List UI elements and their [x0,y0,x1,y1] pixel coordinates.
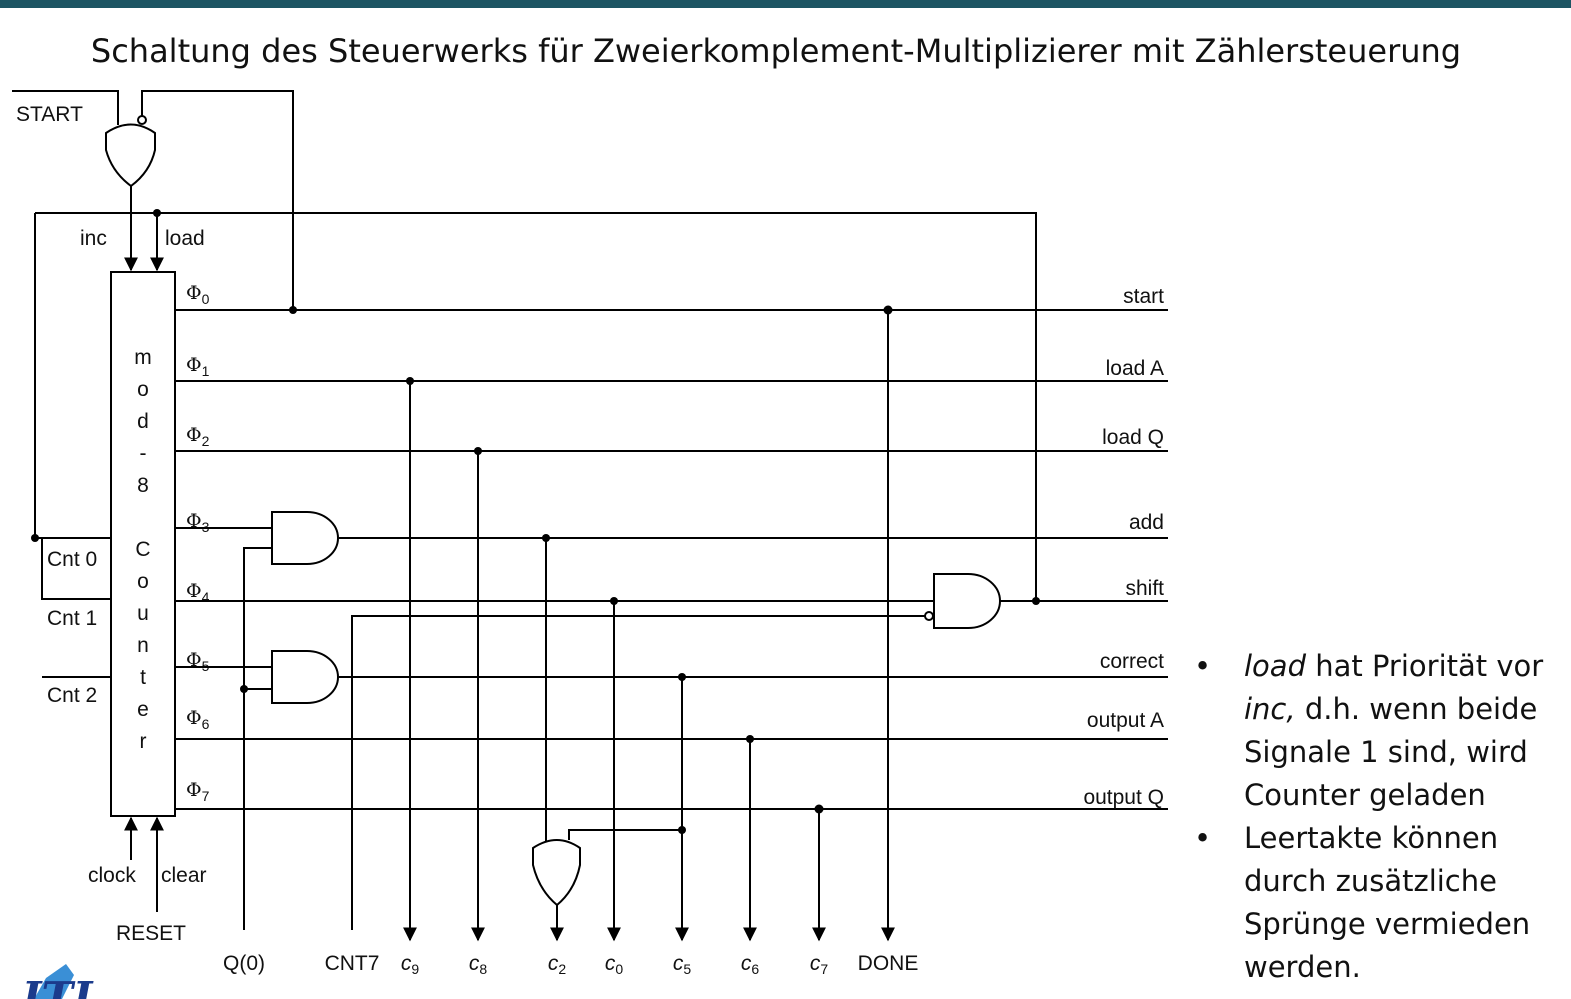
counter-char: o [137,378,149,401]
bullet-dot: • [1194,649,1212,683]
phi0-label: Φ0 [186,282,210,307]
c2-label: c2 [548,952,567,977]
inverter-bubble [924,611,934,621]
signal-load-q: load Q [1102,426,1164,449]
c6-label: c6 [741,952,760,977]
note-text-a: hat Priorität vor [1305,649,1544,683]
cnt7-wire [351,615,925,930]
phi1-label: Φ1 [186,354,210,379]
signal-labels: start load A load Q add shift correct ou… [1083,285,1164,809]
c7-label: c7 [810,952,829,977]
signal-shift: shift [1125,577,1164,600]
inc-label: inc [80,227,107,250]
counter-char: t [140,666,146,689]
cnt2-label: Cnt 2 [47,684,97,707]
start-or-gate [105,115,156,188]
counter-char: - [140,442,147,465]
bottom-labels: Q(0) CNT7 c9 c8 c2 c0 c5 c6 c7 DONE [223,952,918,977]
or-gate-c2 [532,839,581,907]
c8-label: c8 [469,952,488,977]
clear-label: clear [161,864,207,887]
top-accent-bar [0,0,1571,8]
signal-output-q: output Q [1083,786,1164,809]
phi5-label: Φ5 [186,649,210,674]
note-item-idle-cycles: • Leertakte können durch zusätzliche Spr… [1192,817,1567,989]
shift-load-feedback-wire [35,212,1037,601]
note-load-word: load [1244,649,1306,683]
notes-list: • load hat Priorität vor inc, d.h. wenn … [1192,645,1567,989]
note-text-idle: Leertakte können durch zusätzliche Sprün… [1244,821,1531,984]
counter-char: 8 [137,474,149,497]
counter-char: n [137,634,149,657]
cnt0-label: Cnt 0 [47,548,97,571]
note-item-priority: • load hat Priorität vor inc, d.h. wenn … [1192,645,1567,817]
cnt1-wire [41,538,111,600]
q0-wire [243,547,272,930]
page-title: Schaltung des Steuerwerks für Zweierkomp… [91,32,1461,70]
reset-label: RESET [116,922,186,945]
correct-to-or-wire [568,829,682,840]
phi4-label: Φ4 [186,580,210,605]
logo-text: ITI [21,973,94,999]
phi6-label: Φ6 [186,707,210,732]
start-input-wire [12,90,119,125]
mod8-counter-box [110,271,176,817]
load-label: load [165,227,205,250]
signal-load-a: load A [1106,357,1164,380]
done-label: DONE [858,952,919,975]
phi7-label: Φ7 [186,779,210,804]
signal-output-a: output A [1087,709,1164,732]
phi0-feedback-wire [141,90,294,310]
signal-add: add [1129,511,1164,534]
bullet-dot: • [1194,821,1212,855]
and-gate-correct [271,650,339,704]
counter-char: u [137,602,149,625]
counter-char: C [135,538,150,561]
clock-label: clock [88,864,136,887]
cnt1-label: Cnt 1 [47,607,97,630]
phi2-label: Φ2 [186,424,210,449]
phi3-label: Φ3 [186,510,210,535]
start-label: START [16,103,83,126]
counter-char: d [137,410,149,433]
signal-start: start [1123,285,1164,308]
counter-char: r [140,730,147,753]
counter-char: m [134,346,152,369]
phase-labels: Φ0 Φ1 Φ2 Φ3 Φ4 Φ5 Φ6 Φ7 [186,282,210,804]
counter-label: m o d - 8 C o u n t e r [134,346,152,753]
q0-label: Q(0) [223,952,265,975]
counter-char: e [137,698,149,721]
signal-correct: correct [1100,650,1164,673]
and-gate-shift [933,573,1001,629]
c5-label: c5 [673,952,692,977]
c0-label: c0 [605,952,624,977]
note-inc-word: inc, [1244,692,1296,726]
and-gate-add [271,511,339,565]
c9-label: c9 [401,952,420,977]
counter-char: o [137,570,149,593]
cnt7-label: CNT7 [325,952,380,975]
iti-logo: ITI [21,964,94,999]
note-text-b: d.h. wenn beide Signale 1 sind, wird Cou… [1244,692,1538,812]
